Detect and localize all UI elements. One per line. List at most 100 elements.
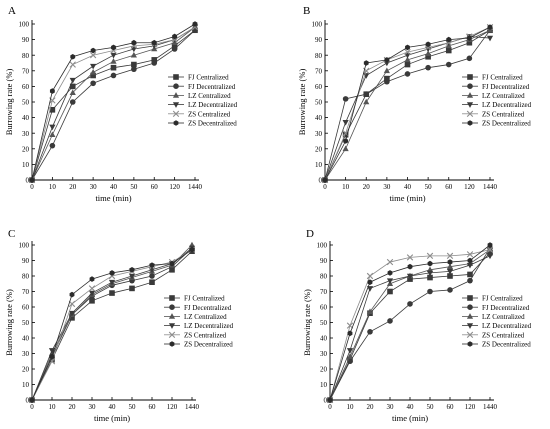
- data-point: [151, 60, 158, 66]
- y-tick-label: 30: [320, 350, 328, 358]
- data-point: [446, 269, 454, 275]
- legend-marker: [168, 313, 176, 319]
- data-point: [346, 353, 354, 359]
- data-point: [467, 271, 473, 278]
- data-point: [131, 39, 137, 46]
- panel-label: B: [303, 5, 310, 17]
- data-point: [49, 124, 56, 131]
- data-point: [367, 279, 373, 285]
- data-point: [111, 44, 116, 51]
- data-point: [407, 301, 413, 307]
- x-axis-title: time (min): [95, 193, 131, 203]
- data-point: [49, 131, 56, 138]
- data-point: [90, 69, 97, 75]
- data-point: [131, 61, 137, 68]
- x-tick-label: 10: [49, 403, 57, 411]
- x-tick-label: 10: [342, 183, 350, 191]
- data-point: [467, 257, 473, 264]
- legend-label: FJ Centralized: [482, 74, 523, 82]
- data-point: [109, 270, 115, 276]
- data-point: [366, 272, 374, 280]
- y-tick-label: 50: [22, 99, 30, 107]
- data-point: [131, 66, 137, 73]
- data-point: [426, 270, 434, 277]
- series-line: [329, 249, 491, 401]
- legend-marker: [168, 323, 176, 329]
- y-axis-title: Burrowing rate (%): [4, 289, 14, 356]
- legend-marker: [467, 304, 473, 311]
- x-tick-label: 50: [427, 403, 435, 411]
- legend-marker: [466, 92, 474, 98]
- x-tick-label: 50: [130, 183, 138, 191]
- x-tick-label: 120: [167, 403, 178, 411]
- data-point: [89, 298, 95, 304]
- legend-marker: [467, 74, 473, 80]
- x-tick-label: 50: [129, 403, 137, 411]
- data-point: [383, 67, 390, 74]
- x-axis-title: time (min): [94, 413, 130, 423]
- data-point: [446, 36, 452, 43]
- data-point: [407, 263, 413, 270]
- data-point: [108, 279, 116, 286]
- legend-marker: [169, 304, 175, 311]
- data-point: [169, 267, 175, 273]
- data-point: [386, 278, 394, 284]
- data-point: [128, 273, 136, 280]
- y-tick-label: 100: [19, 242, 30, 250]
- data-point: [342, 119, 349, 126]
- data-point: [29, 177, 35, 183]
- data-point: [487, 249, 493, 256]
- series-group: [327, 245, 493, 403]
- x-tick-label: 10: [49, 183, 57, 191]
- data-point: [151, 57, 158, 63]
- data-point: [149, 262, 155, 268]
- data-point: [90, 63, 97, 70]
- x-tick-label: 0: [328, 403, 332, 411]
- data-point: [486, 35, 494, 42]
- legend-marker: [466, 102, 474, 108]
- legend-label: LZ Decentralized: [482, 322, 532, 330]
- y-tick-label: 0: [26, 177, 30, 185]
- y-tick-label: 20: [320, 366, 328, 374]
- y-tick-label: 80: [315, 52, 323, 60]
- y-tick-label: 70: [315, 67, 323, 75]
- y-tick-label: 40: [22, 114, 30, 122]
- legend-label: LZ Decentralized: [188, 101, 238, 109]
- panel-label: C: [8, 228, 15, 240]
- data-point: [384, 57, 390, 63]
- data-point: [129, 285, 135, 292]
- data-point: [130, 51, 137, 58]
- data-point: [466, 39, 473, 46]
- y-tick-label: 100: [19, 21, 30, 29]
- y-tick-label: 70: [22, 288, 30, 296]
- data-point: [189, 246, 195, 253]
- data-point: [69, 291, 75, 298]
- data-point: [151, 39, 157, 46]
- y-tick-label: 100: [317, 242, 328, 250]
- data-point: [69, 77, 76, 84]
- data-point: [129, 267, 135, 273]
- x-tick-label: 1440: [185, 403, 200, 411]
- legend-marker: [169, 295, 175, 301]
- legend-marker: [169, 341, 175, 347]
- legend-marker: [173, 83, 179, 89]
- data-point: [466, 251, 474, 258]
- data-point: [447, 287, 453, 293]
- data-point: [49, 142, 56, 149]
- data-point: [29, 397, 35, 403]
- legend-label: ZS Centralized: [482, 331, 525, 339]
- data-point: [69, 89, 76, 95]
- x-tick-label: 20: [363, 183, 371, 191]
- y-tick-label: 50: [22, 319, 30, 327]
- data-point: [88, 285, 96, 292]
- data-point: [49, 356, 55, 363]
- data-point: [406, 254, 414, 261]
- legend-marker: [172, 110, 180, 117]
- x-tick-label: 20: [69, 403, 77, 411]
- y-axis-title: Burrowing rate (%): [297, 69, 307, 136]
- data-point: [387, 270, 393, 276]
- y-tick-label: 30: [22, 350, 30, 358]
- data-point: [487, 24, 493, 30]
